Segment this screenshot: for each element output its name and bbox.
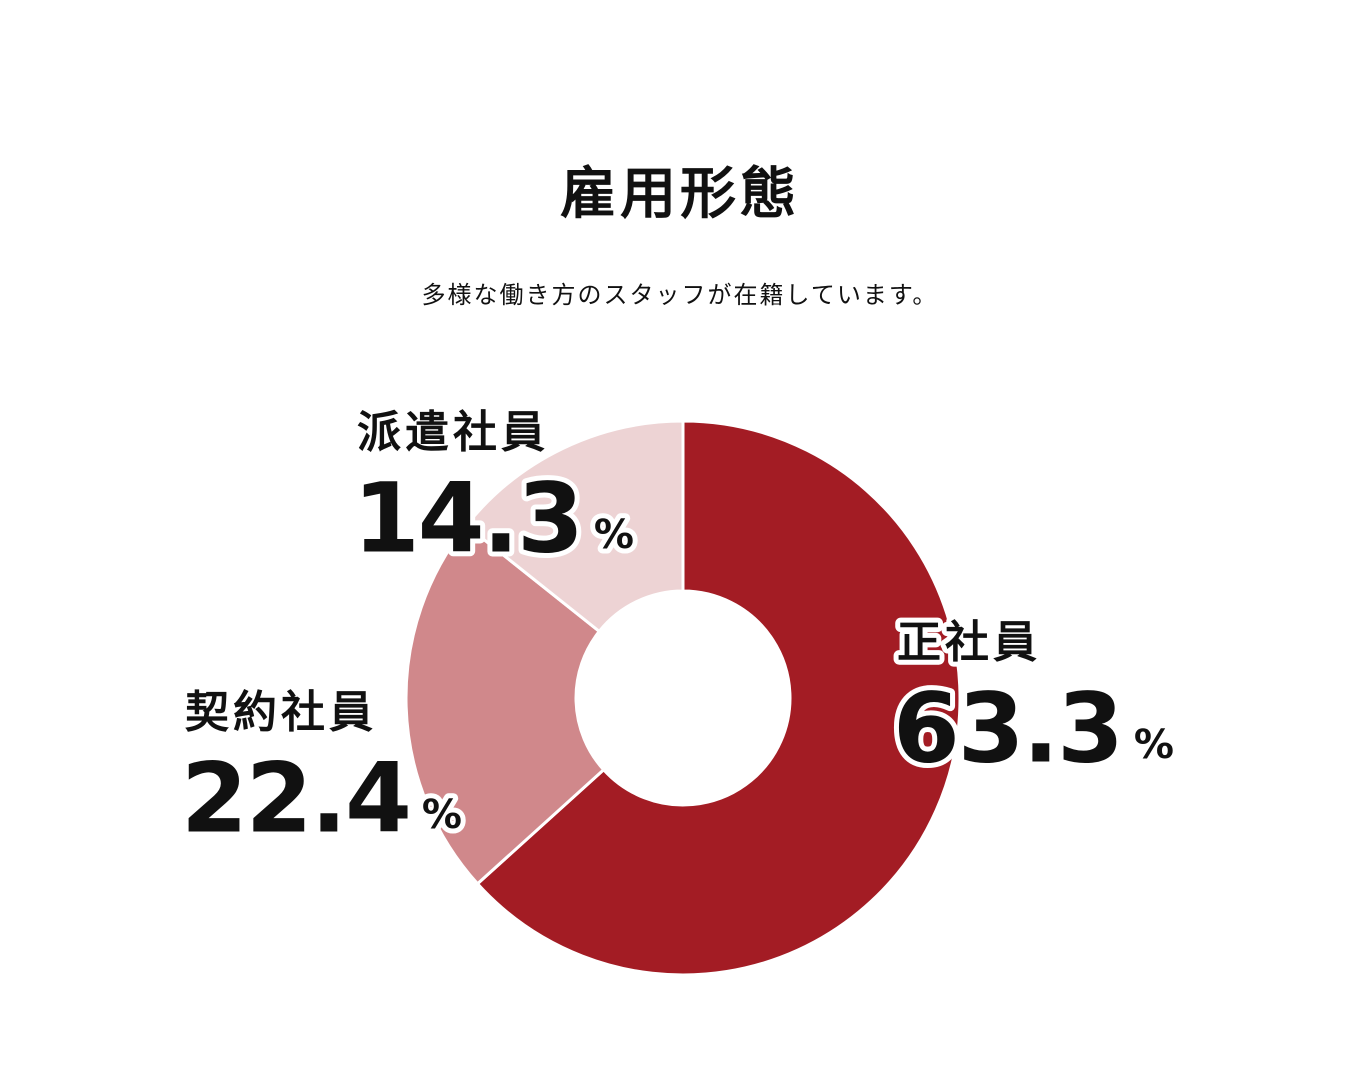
unit-label: %	[1134, 722, 1174, 768]
donut	[404, 419, 962, 977]
slice	[475, 419, 962, 977]
category-label: 契約社員	[185, 687, 377, 738]
category-label: 派遣社員	[357, 407, 549, 458]
unit-label: %	[422, 792, 462, 838]
chart-title: 雇用形態	[560, 162, 800, 227]
category-label: 正社員	[897, 617, 1041, 668]
chart-subtitle: 多様な働き方のスタッフが在籍しています。	[422, 281, 939, 309]
slice	[404, 523, 606, 886]
value-label: 14.3	[353, 462, 582, 574]
value-label: 63.3	[893, 672, 1122, 784]
slice	[464, 419, 685, 634]
value-label: 22.4	[181, 742, 410, 854]
unit-label: %	[594, 512, 634, 558]
